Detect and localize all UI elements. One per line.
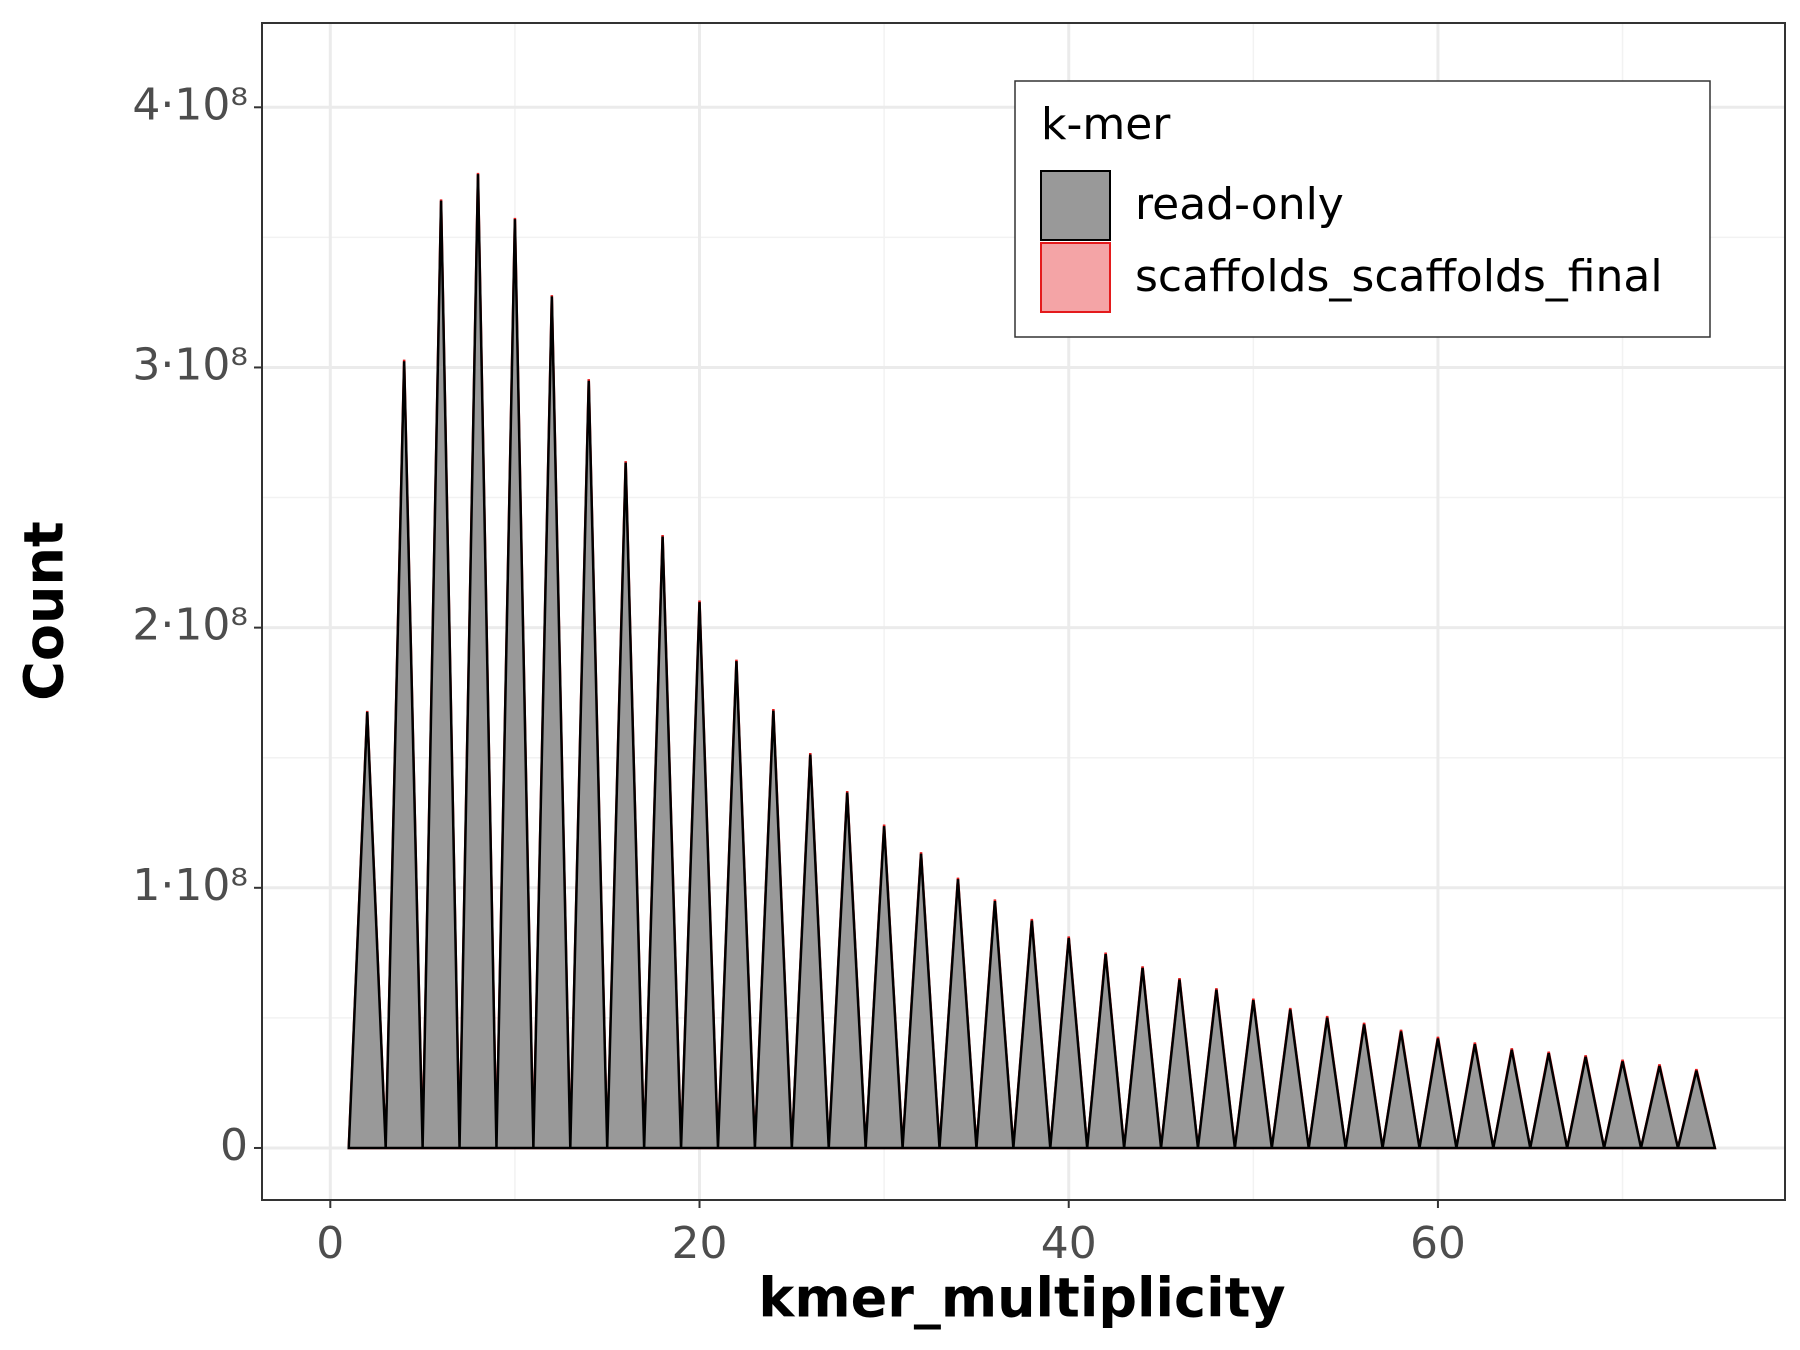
legend-title: k-mer: [1041, 99, 1171, 150]
y-tick-label: 1·10⁸: [132, 860, 248, 911]
legend-key: [1040, 242, 1111, 313]
x-tick-label: 0: [316, 1218, 344, 1269]
x-tick-label: 60: [1410, 1218, 1466, 1269]
y-tick-label: 0: [220, 1120, 248, 1171]
legend-label: read-only: [1135, 179, 1344, 230]
y-tick-label: 2·10⁸: [132, 600, 248, 651]
y-tick-label: 3·10⁸: [132, 339, 248, 390]
legend-key: [1040, 170, 1111, 241]
y-axis-title: Count: [13, 521, 76, 700]
x-axis-title: kmer_multiplicity: [758, 1267, 1285, 1330]
plot-border: [261, 22, 1786, 1201]
x-tick-label: 20: [672, 1218, 728, 1269]
area: [347, 174, 1717, 1150]
legend-box: [1014, 80, 1711, 338]
x-tick-label: 40: [1041, 1218, 1097, 1269]
legend-label: scaffolds_scaffolds_final: [1135, 251, 1663, 302]
y-tick-label: 4·10⁸: [132, 79, 248, 130]
